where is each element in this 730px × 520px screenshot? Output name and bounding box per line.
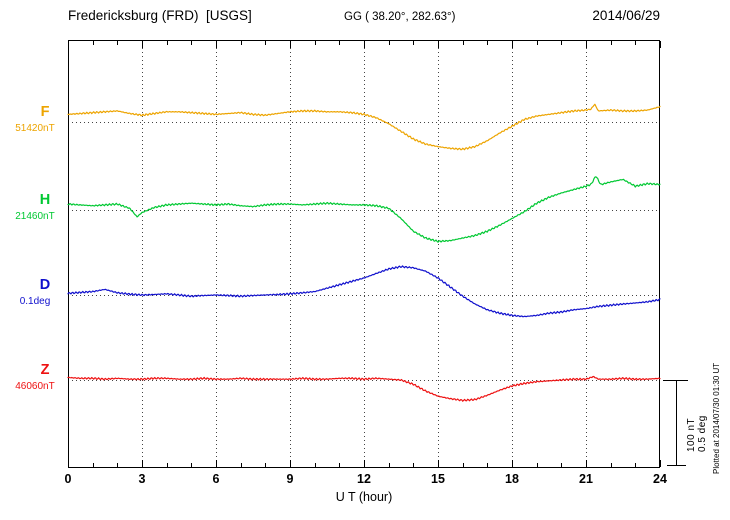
- x-tick-label: 12: [357, 472, 371, 486]
- x-axis-title: U T (hour): [335, 490, 393, 504]
- x-tick-label: 24: [653, 472, 667, 486]
- plotted-at-note: Plotted at 2014/07/30 01:30 UT: [712, 362, 721, 474]
- x-tick-label: 6: [212, 472, 220, 486]
- trace-label-D: D: [39, 277, 51, 293]
- x-tick-label: 0: [64, 472, 72, 486]
- scale-bar-deg-label: 0.5 deg: [697, 415, 708, 452]
- x-tick-label: 9: [286, 472, 294, 486]
- x-tick-label: 18: [505, 472, 519, 486]
- x-tick-label: 15: [431, 472, 445, 486]
- trace-Z: [67, 375, 661, 402]
- trace-label-F: F: [40, 104, 50, 120]
- trace-baseline-label-Z: 46060nT: [15, 381, 55, 392]
- trace-baseline-label-H: 21460nT: [15, 211, 55, 222]
- trace-F: [67, 103, 661, 151]
- plot-date: 2014/06/29: [592, 8, 660, 23]
- x-tick-label: 21: [579, 472, 593, 486]
- trace-H: [67, 176, 661, 243]
- scale-bar-labels: 100 nT 0.5 deg: [686, 415, 708, 452]
- station-title: Fredericksburg (FRD) [USGS]: [68, 8, 252, 23]
- scale-bar-nt-label: 100 nT: [686, 417, 697, 452]
- trace-label-Z: Z: [40, 362, 50, 378]
- trace-baseline-label-F: 51420nT: [15, 123, 55, 134]
- plot-frame: [67, 39, 661, 469]
- trace-label-H: H: [39, 192, 51, 208]
- geographic-coordinates: GG ( 38.20°, 282.63°): [344, 11, 456, 23]
- trace-baseline-label-D: 0.1deg: [19, 296, 51, 307]
- trace-D: [67, 265, 661, 318]
- x-tick-label: 3: [138, 472, 146, 486]
